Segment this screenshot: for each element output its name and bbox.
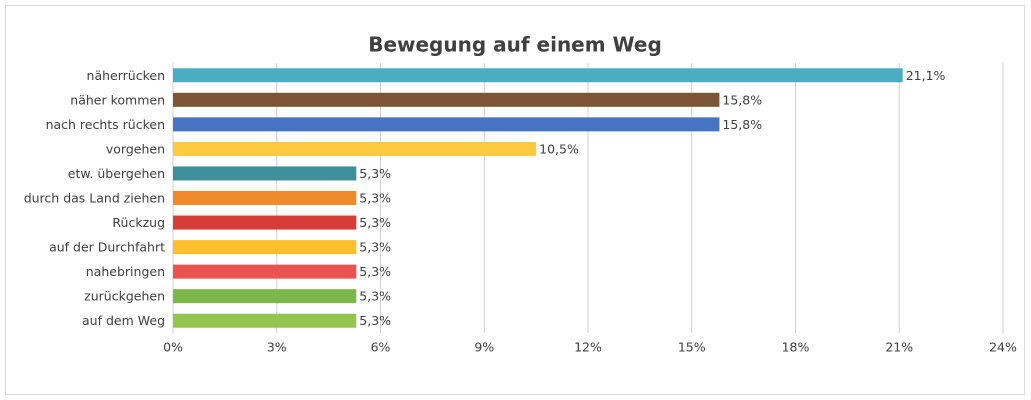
bar	[173, 117, 720, 132]
y-tick-label: nahebringen	[86, 264, 165, 279]
data-label: 5,3%	[359, 264, 391, 279]
y-tick-label: näher kommen	[70, 92, 165, 107]
data-label: 15,8%	[722, 92, 762, 107]
bar	[173, 240, 357, 255]
data-label: 15,8%	[722, 117, 762, 132]
chart-title: Bewegung auf einem Weg	[368, 33, 662, 57]
data-label: 5,3%	[359, 313, 391, 328]
x-tick-label: 18%	[782, 340, 810, 355]
bar	[173, 215, 357, 230]
bar	[173, 68, 903, 83]
data-label: 5,3%	[359, 215, 391, 230]
bar	[173, 92, 720, 107]
data-label: 10,5%	[539, 141, 579, 156]
bar	[173, 141, 537, 156]
data-label: 21,1%	[906, 68, 946, 83]
y-tick-label: auf der Durchfahrt	[49, 240, 165, 255]
bar	[173, 166, 357, 181]
x-tick-label: 0%	[163, 340, 183, 355]
data-label: 5,3%	[359, 166, 391, 181]
bar	[173, 264, 357, 279]
x-tick-label: 3%	[267, 340, 287, 355]
y-tick-label: vorgehen	[106, 141, 165, 156]
bar	[173, 289, 357, 304]
x-tick-label: 15%	[678, 340, 706, 355]
bar	[173, 313, 357, 328]
x-tick-label: 9%	[474, 340, 494, 355]
x-tick-label: 21%	[885, 340, 913, 355]
y-tick-label: auf dem Weg	[82, 313, 165, 328]
x-tick-label: 12%	[574, 340, 602, 355]
data-label: 5,3%	[359, 240, 391, 255]
y-tick-label: etw. übergehen	[68, 166, 165, 181]
data-label: 5,3%	[359, 191, 391, 206]
bar	[173, 191, 357, 205]
y-tick-label: durch das Land ziehen	[24, 191, 165, 206]
y-tick-label: zurückgehen	[84, 289, 165, 304]
y-tick-label: näherrücken	[87, 68, 165, 83]
data-label: 5,3%	[359, 289, 391, 304]
x-tick-label: 24%	[989, 340, 1017, 355]
y-tick-label: nach rechts rücken	[46, 117, 165, 132]
y-tick-label: Rückzug	[112, 215, 165, 230]
x-tick-label: 6%	[371, 340, 391, 355]
